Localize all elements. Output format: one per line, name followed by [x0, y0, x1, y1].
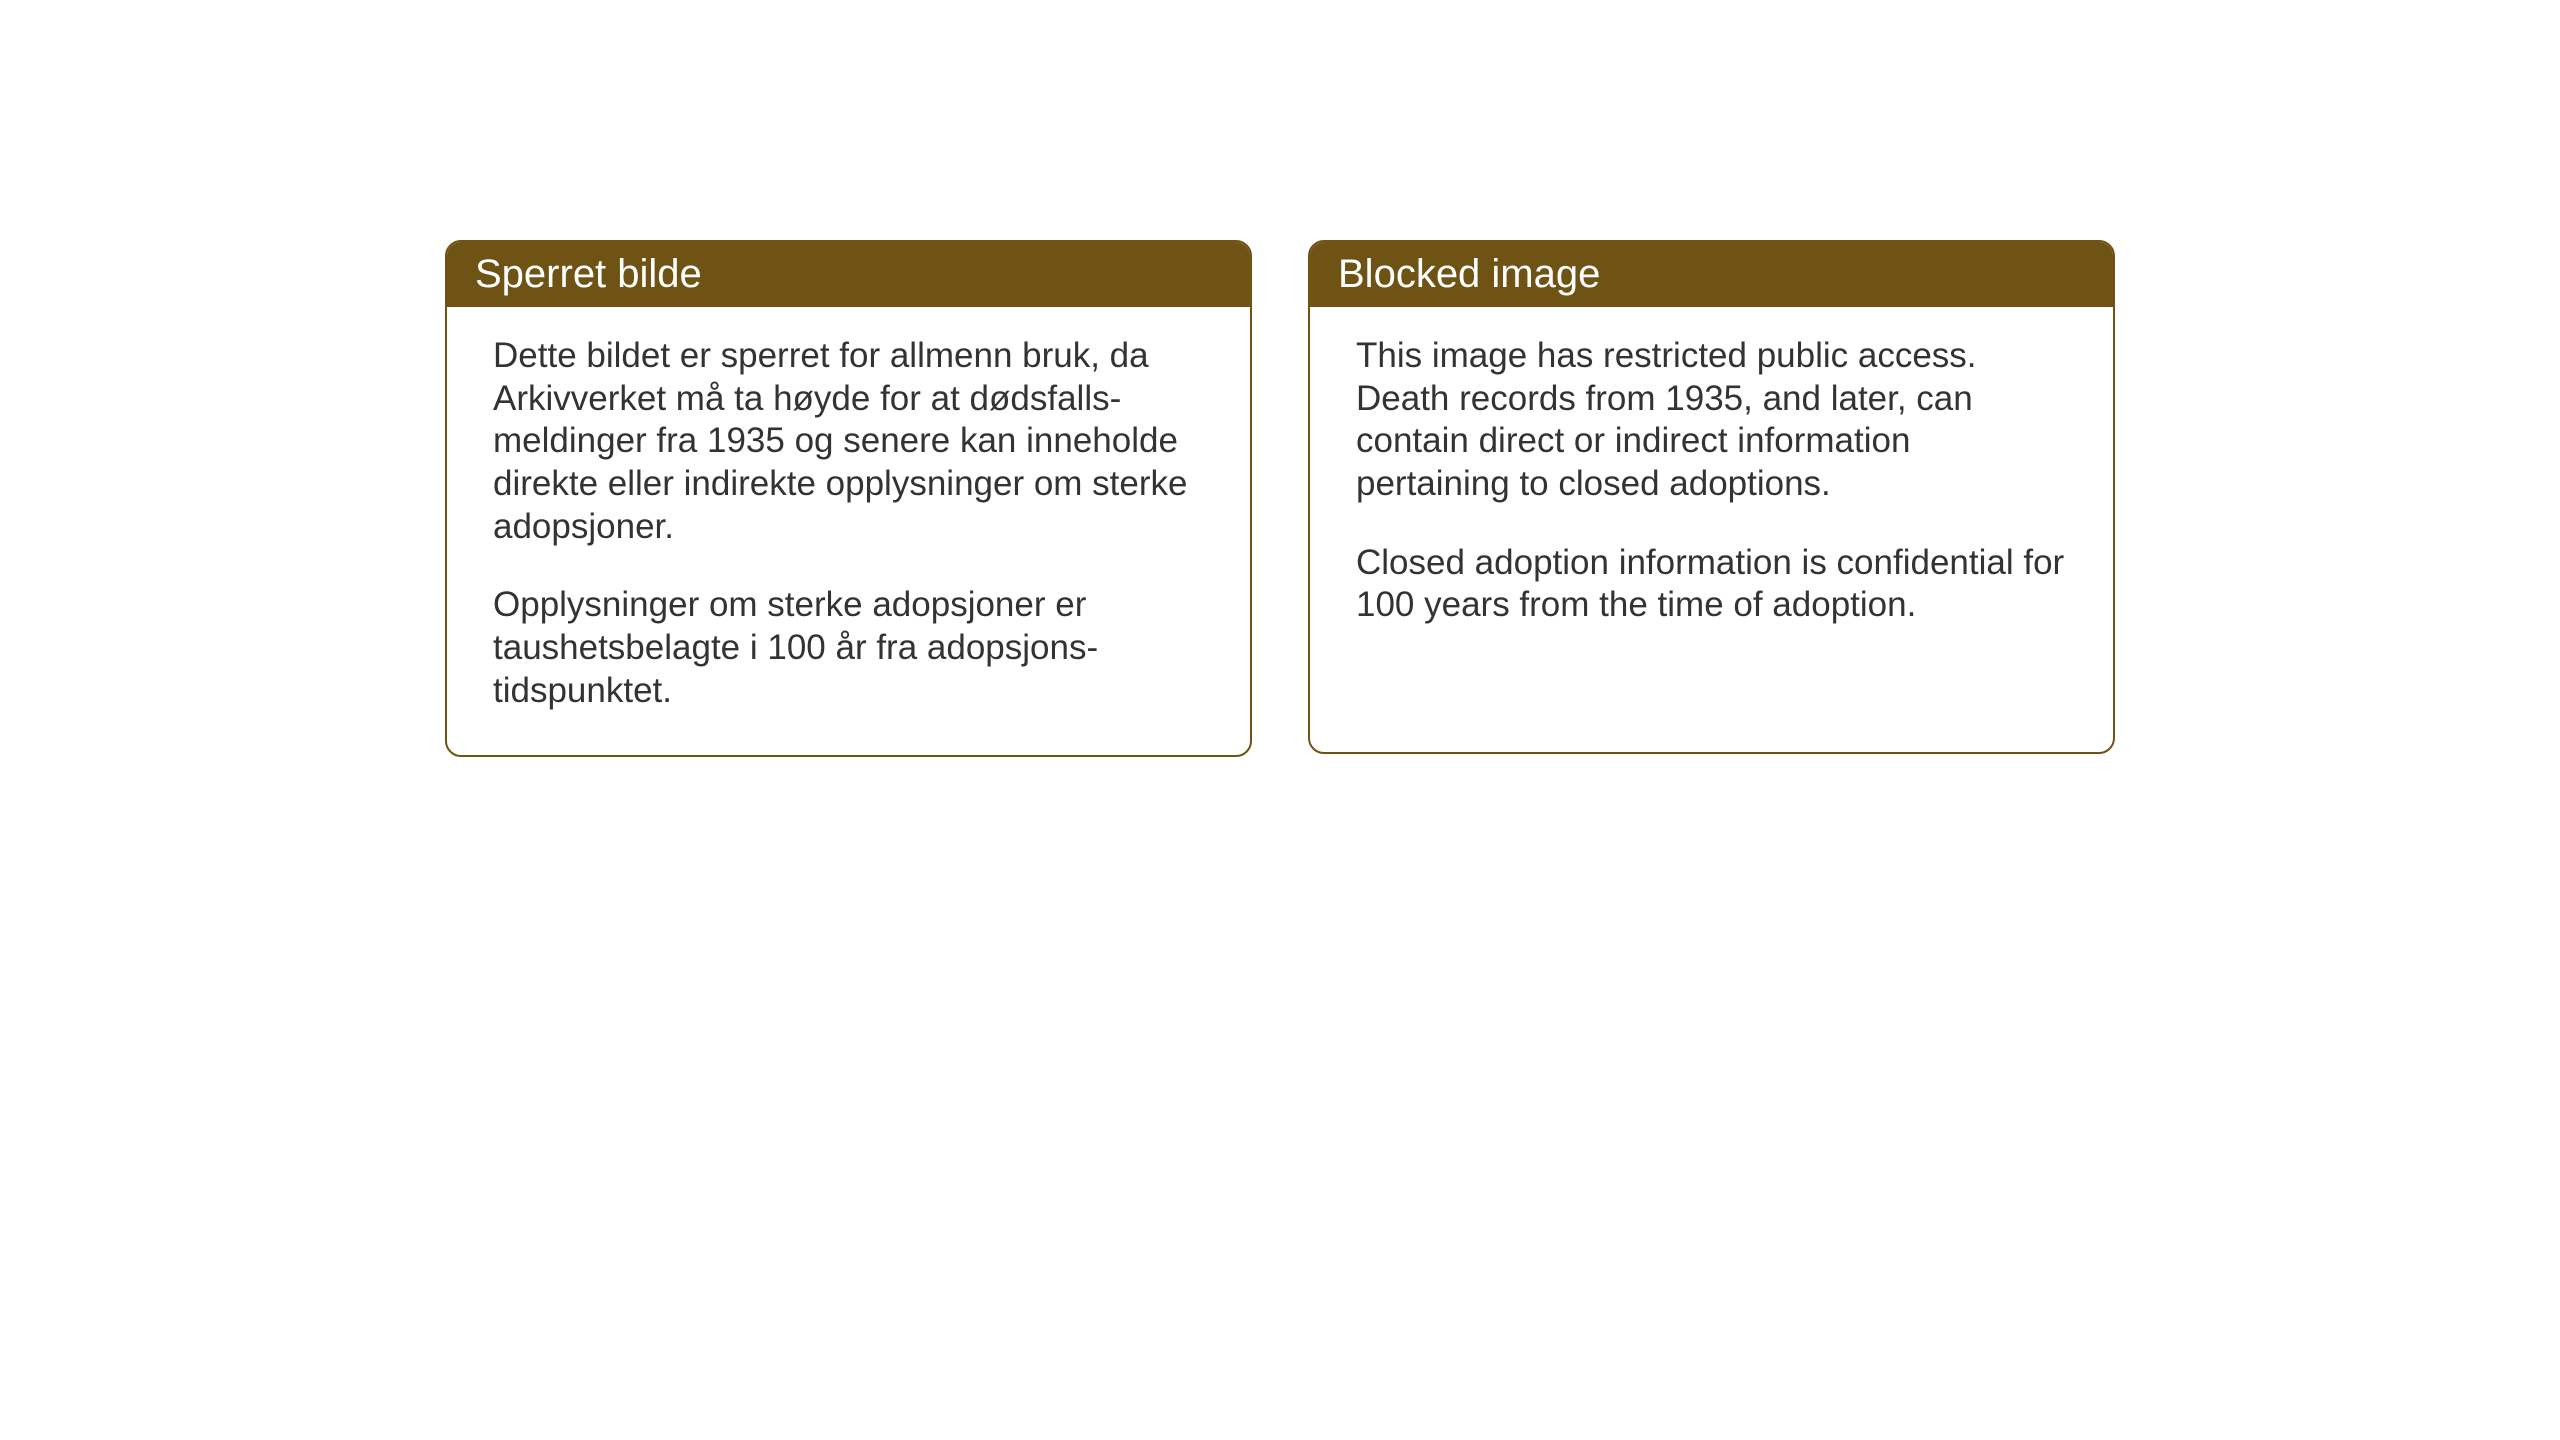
card-body-norwegian: Dette bildet er sperret for allmenn bruk…	[447, 307, 1250, 755]
card-title-english: Blocked image	[1338, 252, 1600, 296]
card-header-english: Blocked image	[1310, 242, 2113, 307]
card-paragraph-1-norwegian: Dette bildet er sperret for allmenn bruk…	[493, 335, 1204, 548]
card-paragraph-2-norwegian: Opplysninger om sterke adopsjoner er tau…	[493, 584, 1204, 712]
card-header-norwegian: Sperret bilde	[447, 242, 1250, 307]
card-title-norwegian: Sperret bilde	[475, 252, 702, 296]
notice-cards-container: Sperret bilde Dette bildet er sperret fo…	[445, 240, 2115, 757]
card-paragraph-1-english: This image has restricted public access.…	[1356, 335, 2067, 506]
blocked-image-card-norwegian: Sperret bilde Dette bildet er sperret fo…	[445, 240, 1252, 757]
card-body-english: This image has restricted public access.…	[1310, 307, 2113, 669]
card-paragraph-2-english: Closed adoption information is confident…	[1356, 542, 2067, 627]
blocked-image-card-english: Blocked image This image has restricted …	[1308, 240, 2115, 754]
